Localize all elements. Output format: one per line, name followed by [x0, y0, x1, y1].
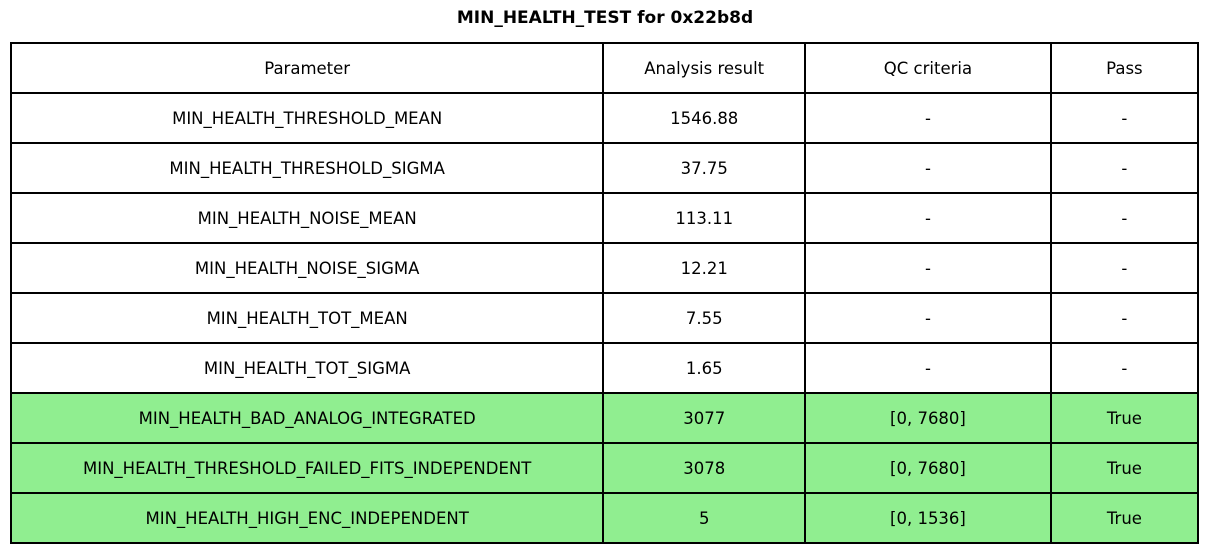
cell-qc-criteria: - [804, 142, 1052, 194]
cell-pass: - [1049, 342, 1200, 394]
cell-parameter: MIN_HEALTH_BAD_ANALOG_INTEGRATED [9, 392, 605, 444]
column-header-analysis-result: Analysis result [602, 42, 807, 94]
table-row: MIN_HEALTH_TOT_MEAN 7.55 - - [9, 292, 1200, 344]
column-header-pass: Pass [1049, 42, 1200, 94]
cell-analysis-result: 5 [602, 492, 807, 544]
cell-qc-criteria: [0, 1536] [804, 492, 1052, 544]
cell-pass: - [1049, 142, 1200, 194]
cell-analysis-result: 3077 [602, 392, 807, 444]
cell-analysis-result: 1546.88 [602, 92, 807, 144]
cell-parameter: MIN_HEALTH_NOISE_MEAN [9, 192, 605, 244]
table-header-row: Parameter Analysis result QC criteria Pa… [9, 42, 1200, 94]
cell-parameter: MIN_HEALTH_THRESHOLD_FAILED_FITS_INDEPEN… [9, 442, 605, 494]
cell-qc-criteria: - [804, 192, 1052, 244]
table-row: MIN_HEALTH_NOISE_SIGMA 12.21 - - [9, 242, 1200, 294]
qc-results-table: Parameter Analysis result QC criteria Pa… [9, 42, 1200, 544]
table-row: MIN_HEALTH_NOISE_MEAN 113.11 - - [9, 192, 1200, 244]
page-title: MIN_HEALTH_TEST for 0x22b8d [456, 8, 754, 28]
cell-parameter: MIN_HEALTH_TOT_SIGMA [9, 342, 605, 394]
table-row: MIN_HEALTH_THRESHOLD_SIGMA 37.75 - - [9, 142, 1200, 194]
table-row-pass-highlighted: MIN_HEALTH_BAD_ANALOG_INTEGRATED 3077 [0… [9, 392, 1200, 444]
table-row-pass-highlighted: MIN_HEALTH_THRESHOLD_FAILED_FITS_INDEPEN… [9, 442, 1200, 494]
cell-parameter: MIN_HEALTH_THRESHOLD_SIGMA [9, 142, 605, 194]
cell-analysis-result: 12.21 [602, 242, 807, 294]
cell-pass: - [1049, 92, 1200, 144]
cell-analysis-result: 3078 [602, 442, 807, 494]
cell-analysis-result: 1.65 [602, 342, 807, 394]
cell-analysis-result: 37.75 [602, 142, 807, 194]
cell-pass: - [1049, 242, 1200, 294]
cell-parameter: MIN_HEALTH_HIGH_ENC_INDEPENDENT [9, 492, 605, 544]
table-row: MIN_HEALTH_TOT_SIGMA 1.65 - - [9, 342, 1200, 394]
cell-qc-criteria: - [804, 292, 1052, 344]
cell-parameter: MIN_HEALTH_NOISE_SIGMA [9, 242, 605, 294]
cell-pass: True [1049, 392, 1200, 444]
cell-analysis-result: 7.55 [602, 292, 807, 344]
table-row: MIN_HEALTH_THRESHOLD_MEAN 1546.88 - - [9, 92, 1200, 144]
cell-qc-criteria: [0, 7680] [804, 392, 1052, 444]
cell-parameter: MIN_HEALTH_THRESHOLD_MEAN [9, 92, 605, 144]
cell-parameter: MIN_HEALTH_TOT_MEAN [9, 292, 605, 344]
cell-qc-criteria: [0, 7680] [804, 442, 1052, 494]
cell-qc-criteria: - [804, 92, 1052, 144]
cell-pass: True [1049, 442, 1200, 494]
cell-pass: - [1049, 192, 1200, 244]
cell-qc-criteria: - [804, 242, 1052, 294]
cell-qc-criteria: - [804, 342, 1052, 394]
cell-pass: True [1049, 492, 1200, 544]
cell-pass: - [1049, 292, 1200, 344]
table-row-pass-highlighted: MIN_HEALTH_HIGH_ENC_INDEPENDENT 5 [0, 15… [9, 492, 1200, 544]
column-header-parameter: Parameter [9, 42, 605, 94]
column-header-qc-criteria: QC criteria [804, 42, 1052, 94]
cell-analysis-result: 113.11 [602, 192, 807, 244]
